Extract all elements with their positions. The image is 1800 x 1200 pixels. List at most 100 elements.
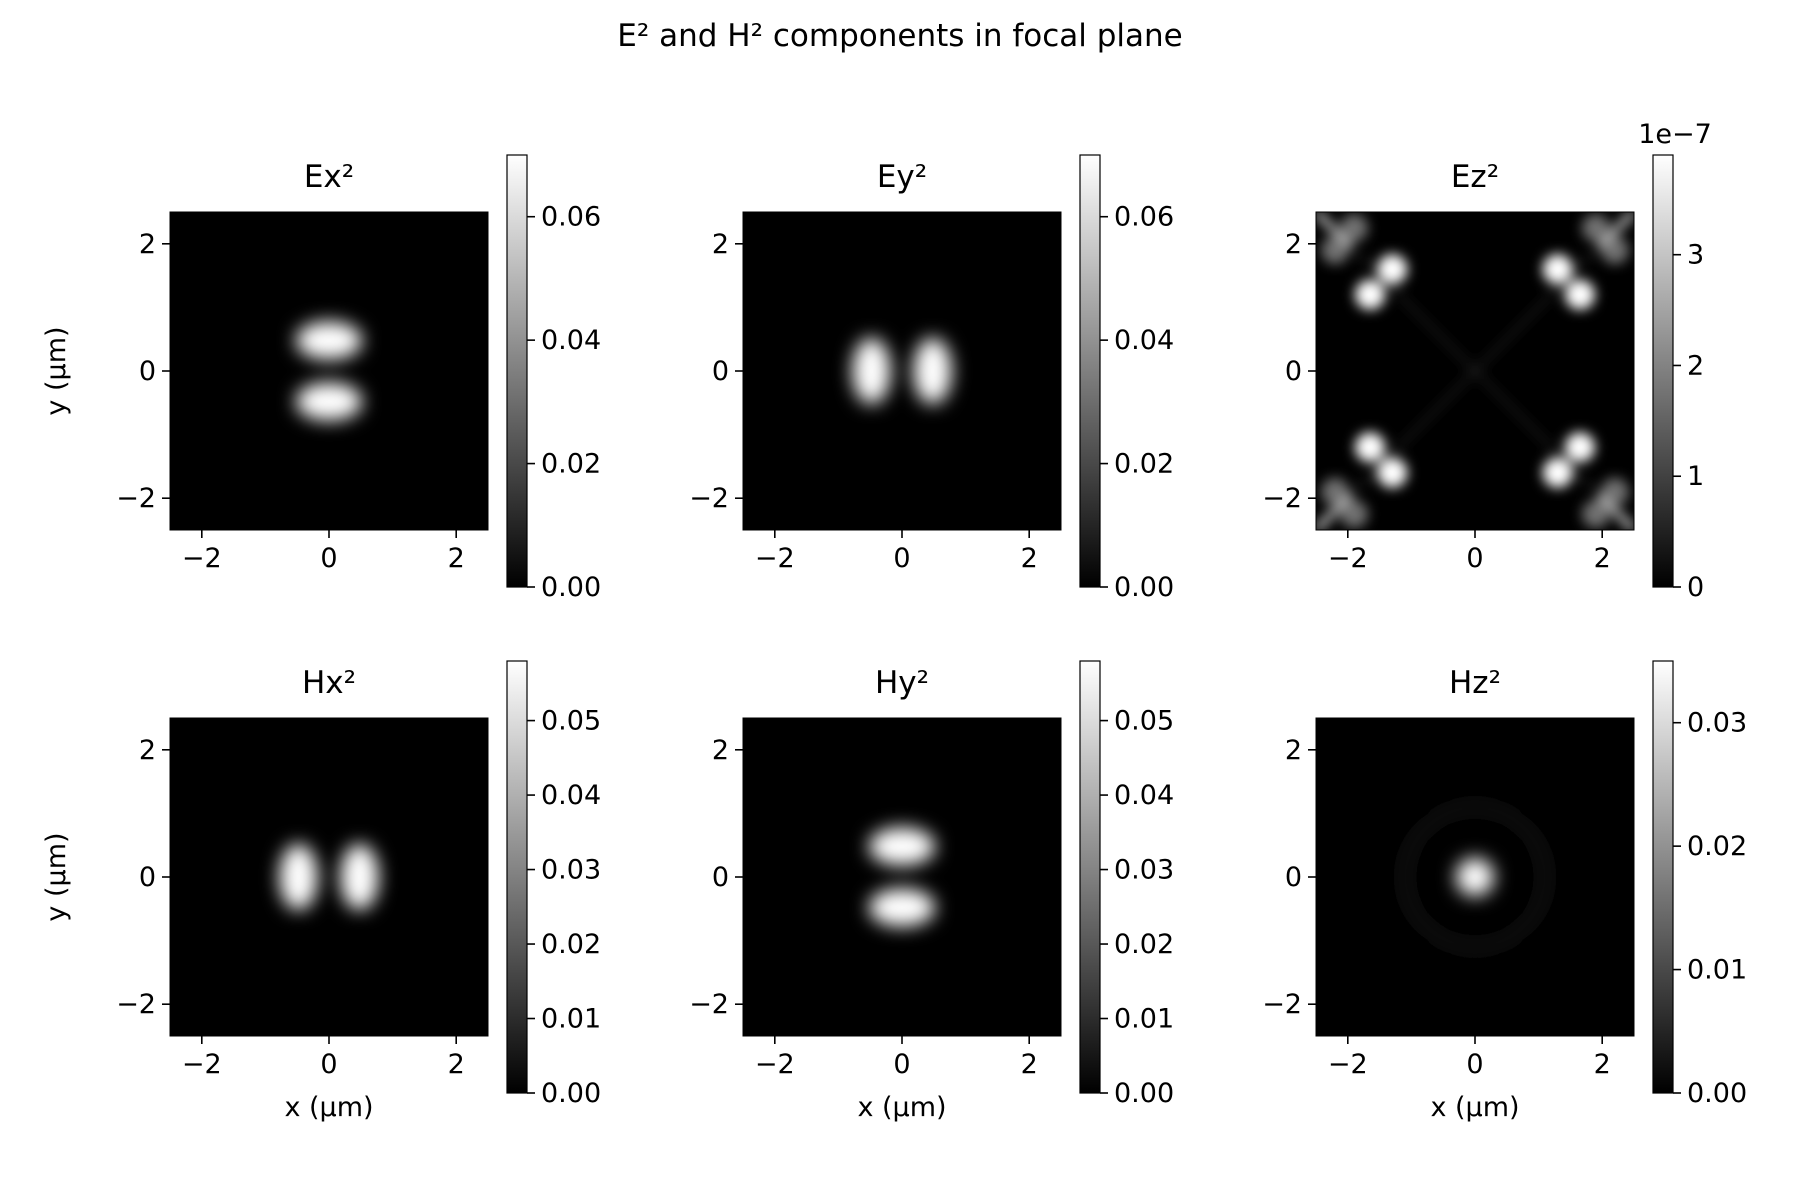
colorbar-tick-label: 0.02 (1687, 831, 1747, 862)
figure-title: E² and H² components in focal plane (617, 18, 1183, 54)
intensity-peak (1355, 432, 1386, 463)
colorbar-tick-label: 0.05 (1114, 706, 1174, 737)
subplot-3: −2 0 2 −2 0 2 Hx² x (µm) y (µm) 0.00 0.01 0.02 0.03 0… (41, 660, 601, 1123)
subplot-4: −2 0 2 −2 0 2 Hy² x (µm) 0.00 0.01 0.02 0.03 0.04 0.0… (689, 660, 1174, 1123)
faint-diagonal (1327, 223, 1623, 519)
x-tick-label: 0 (1466, 543, 1483, 574)
x-tick-label: 2 (448, 543, 465, 574)
colorbar-tick-label: 0.06 (1114, 202, 1174, 233)
intensity-lobe (279, 843, 318, 911)
y-tick-label: 0 (1285, 862, 1302, 893)
intensity-peak (1377, 254, 1408, 285)
edge-fringe (1340, 500, 1369, 529)
colorbar (1652, 660, 1674, 1094)
heatmap-glow (868, 827, 936, 927)
y-tick-label: −2 (689, 989, 729, 1020)
heatmap-background (743, 718, 1061, 1036)
y-tick-label: −2 (689, 483, 729, 514)
intensity-peak (1564, 279, 1595, 310)
x-tick-label: −2 (182, 543, 222, 574)
colorbar-tick-label: 0.02 (1114, 929, 1174, 960)
heatmap-content (852, 337, 952, 405)
subplot-title: Hx² (302, 665, 356, 701)
colorbar-tick-label: 0.03 (541, 855, 601, 886)
heatmap-content (279, 843, 379, 911)
x-tick-label: 2 (1021, 1049, 1038, 1080)
intensity-peak (1377, 457, 1408, 488)
colorbar-tick-label: 0.01 (1687, 955, 1747, 986)
colorbar-tick-label: 0.04 (541, 780, 601, 811)
colorbar-tick-label: 0.02 (541, 929, 601, 960)
colorbar-tick-label: 1 (1687, 461, 1704, 492)
y-tick-label: −2 (1262, 989, 1302, 1020)
x-tick-label: −2 (1328, 543, 1368, 574)
edge-fringe (1581, 213, 1610, 242)
y-tick-label: 0 (1285, 356, 1302, 387)
colorbar-tick-label: 0.00 (541, 572, 601, 603)
x-tick-label: −2 (755, 1049, 795, 1080)
colorbar (1079, 154, 1101, 588)
intensity-lobe (868, 827, 936, 866)
intensity-lobe (295, 321, 363, 360)
heatmap-glow (1401, 803, 1549, 951)
subplot-title: Ey² (877, 159, 927, 195)
intensity-peak (1542, 254, 1573, 285)
heatmap-glow (852, 337, 952, 405)
subplot-title: Ex² (304, 159, 354, 195)
colorbar-tick-label: 0.06 (541, 202, 601, 233)
x-tick-label: 2 (1021, 543, 1038, 574)
subplot-1: −2 0 2 −2 0 2 Ey² 0.00 0.02 0.04 0.06 (689, 154, 1174, 603)
subplot-title: Ez² (1451, 159, 1499, 195)
x-tick-label: −2 (182, 1049, 222, 1080)
y-tick-label: 0 (139, 862, 156, 893)
x-tick-label: 2 (1594, 543, 1611, 574)
x-tick-label: 0 (893, 543, 910, 574)
heatmap-glow (279, 843, 379, 911)
heatmap-content (1401, 803, 1549, 951)
colorbar-tick-label: 0.00 (1114, 1078, 1174, 1109)
colorbar-tick-label: 0.01 (541, 1004, 601, 1035)
intensity-lobe (295, 382, 363, 421)
y-tick-label: −2 (1262, 483, 1302, 514)
x-axis-label: x (µm) (284, 1092, 373, 1123)
intensity-lobe (913, 337, 952, 405)
x-tick-label: 0 (1466, 1049, 1483, 1080)
subplot-title: Hy² (875, 665, 929, 701)
x-axis-label: x (µm) (1430, 1092, 1519, 1123)
colorbar (1652, 154, 1674, 588)
colorbar (1079, 660, 1101, 1094)
y-tick-label: 2 (139, 735, 156, 766)
colorbar-tick-label: 0.02 (541, 449, 601, 480)
colorbar-tick-label: 0.05 (541, 706, 601, 737)
x-tick-label: 2 (448, 1049, 465, 1080)
heatmap-background (170, 212, 488, 530)
y-tick-label: 2 (139, 229, 156, 260)
heatmap-content (868, 827, 936, 927)
y-axis-label: y (µm) (41, 832, 72, 921)
heatmap-background (743, 212, 1061, 530)
edge-fringe (1600, 477, 1629, 506)
heatmap-glow (1316, 212, 1634, 530)
edge-fringe (1340, 213, 1369, 242)
subplot-5: −2 0 2 −2 0 2 Hz² x (µm) 0.00 0.01 0.02 0.03 (1262, 660, 1747, 1123)
x-tick-label: 0 (893, 1049, 910, 1080)
subplot-0: −2 0 2 −2 0 2 Ex² y (µm) 0.00 0.02 0.04 0.06 (41, 154, 601, 603)
colorbar-tick-label: 0.02 (1114, 449, 1174, 480)
colorbar-offset-text: 1e−7 (1638, 119, 1712, 150)
colorbar-tick-label: 0.04 (1114, 780, 1174, 811)
edge-fringe (1321, 236, 1350, 265)
y-tick-label: −2 (116, 483, 156, 514)
colorbar-tick-label: 0.03 (1114, 855, 1174, 886)
x-tick-label: −2 (755, 543, 795, 574)
colorbar-tick-label: 2 (1687, 350, 1704, 381)
y-tick-label: 0 (139, 356, 156, 387)
intensity-peak (1564, 432, 1595, 463)
heatmap-glow (295, 321, 363, 421)
intensity-lobe (868, 888, 936, 927)
heatmap-content (295, 321, 363, 421)
y-tick-label: −2 (116, 989, 156, 1020)
intensity-lobe (1455, 857, 1495, 897)
colorbar-tick-label: 0.01 (1114, 1004, 1174, 1035)
y-tick-label: 2 (712, 229, 729, 260)
